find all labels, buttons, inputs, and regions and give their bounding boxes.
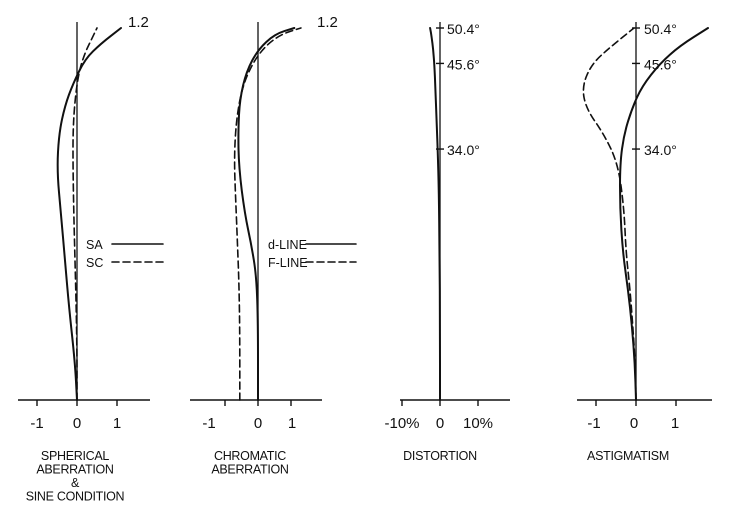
- x-tick-label: 0: [630, 415, 638, 432]
- x-tick-label: 0: [254, 415, 262, 432]
- series-line-f-line: [233, 27, 302, 401]
- chart-caption-line: DISTORTION: [403, 449, 477, 463]
- top-value-label: 1.2: [317, 14, 338, 31]
- x-tick-label: 0: [73, 415, 81, 432]
- angle-label: 50.4°: [644, 21, 677, 37]
- chart-caption-line: CHROMATIC: [214, 449, 286, 463]
- angle-label: 45.6°: [447, 56, 480, 72]
- top-value-label: 1.2: [128, 14, 149, 31]
- angle-label: 34.0°: [447, 142, 480, 158]
- chart-caption-line: SINE CONDITION: [26, 490, 125, 504]
- chart-caption-line: ABERRATION: [211, 463, 289, 477]
- legend-label: SA: [86, 238, 103, 252]
- chart-panel-4: -1 0 150.4°45.6°34.0°ASTIGMATISM: [577, 21, 712, 463]
- series-line-d-line: [237, 27, 296, 401]
- x-tick-label: 1: [288, 415, 296, 432]
- series-line-sc: [72, 27, 98, 401]
- angle-label: 50.4°: [447, 21, 480, 37]
- chart-panel-3: -10% 0 10% 50.4° 45.6° 34.0° DISTORTION: [384, 21, 510, 463]
- chart-caption-line: SPHERICAL: [41, 449, 110, 463]
- x-tick-label: 10%: [463, 415, 493, 432]
- x-tick-label: -1: [587, 415, 600, 432]
- angle-label: 34.0°: [644, 142, 677, 158]
- series-line-tangential: [582, 27, 637, 401]
- x-tick-label: 0: [436, 415, 444, 432]
- series-line-distortion: [429, 27, 441, 401]
- chart-caption-line: ASTIGMATISM: [587, 449, 669, 463]
- legend-label: SC: [86, 256, 103, 270]
- legend-label: F-LINE: [268, 256, 308, 270]
- x-tick-label: -10%: [384, 415, 419, 432]
- x-tick-label: -1: [202, 415, 215, 432]
- series-line-sa: [56, 27, 122, 401]
- x-tick-label: 1: [671, 415, 679, 432]
- x-tick-label: -1: [30, 415, 43, 432]
- chart-caption-line: &: [71, 476, 80, 490]
- x-tick-label: 1: [113, 415, 121, 432]
- chart-caption-line: ABERRATION: [36, 463, 114, 477]
- legend-label: d-LINE: [268, 238, 307, 252]
